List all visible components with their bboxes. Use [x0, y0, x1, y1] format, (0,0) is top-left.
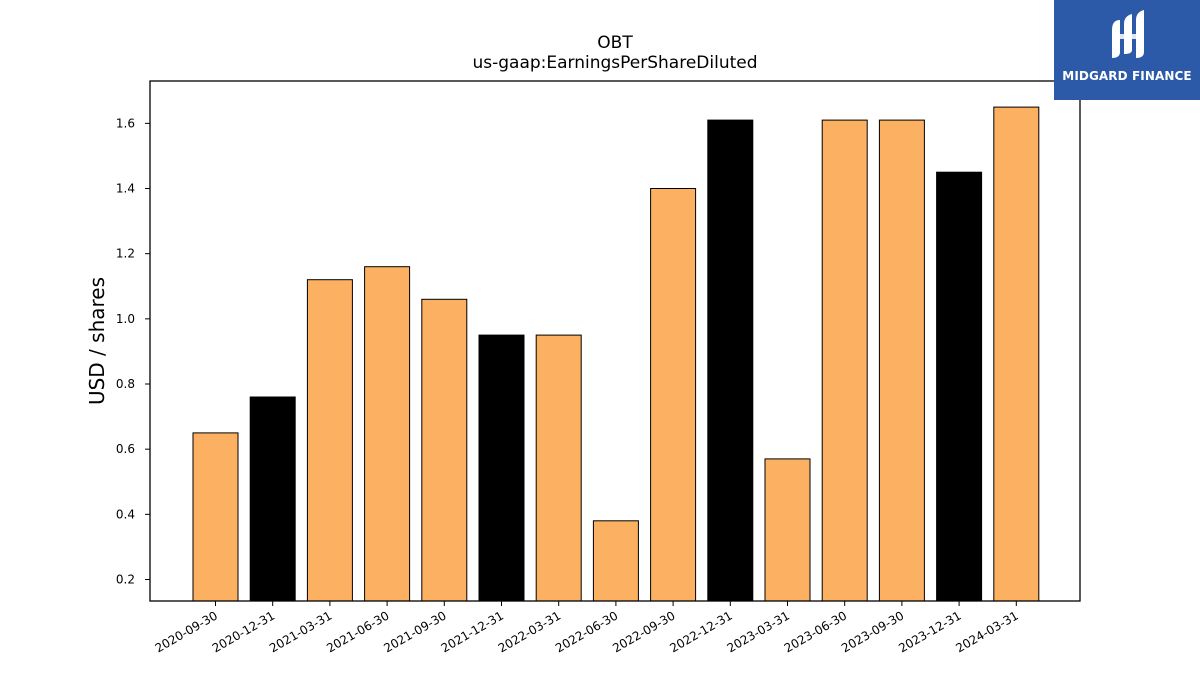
midgard-finance-logo: MIDGARD FINANCE — [1054, 0, 1200, 100]
y-tick-label: 1.4 — [116, 182, 135, 196]
bar-2022-12-31 — [707, 119, 754, 602]
bar-2020-12-31 — [249, 396, 296, 602]
bar-2021-06-30 — [364, 266, 411, 602]
x-tick-label: 2023-06-30 — [782, 608, 849, 655]
chart-title: OBT — [597, 33, 633, 53]
bar-2022-03-31 — [535, 334, 582, 602]
x-tick-label: 2022-03-31 — [496, 608, 563, 655]
midgard-logo-icon — [1112, 10, 1144, 58]
bar-2023-12-31 — [936, 171, 983, 602]
y-tick-label: 0.4 — [116, 507, 135, 521]
x-tick-label: 2022-09-30 — [610, 608, 677, 655]
x-tick-label: 2023-03-31 — [725, 608, 792, 655]
bar-2020-09-30 — [192, 432, 239, 602]
x-tick-label: 2021-06-30 — [324, 608, 391, 655]
y-tick-label: 1.0 — [116, 312, 135, 326]
x-tick-label: 2020-09-30 — [153, 608, 220, 655]
bar-2022-06-30 — [592, 520, 639, 602]
x-tick-label: 2022-06-30 — [553, 608, 620, 655]
bar-2021-09-30 — [421, 298, 468, 602]
y-ticks-group: 0.2 0.4 0.6 0.8 1.0 1.2 1.4 1.6 — [116, 116, 150, 586]
x-tick-label: 2022-12-31 — [667, 608, 734, 655]
y-tick-label: 0.8 — [116, 377, 135, 391]
bar-2021-03-31 — [306, 279, 353, 602]
bar-2022-09-30 — [650, 188, 697, 602]
x-tick-label: 2021-09-30 — [381, 608, 448, 655]
plot-frame — [149, 80, 1081, 602]
bar-2024-03-31 — [993, 106, 1040, 602]
y-tick-label: 1.2 — [116, 247, 135, 261]
bars-group — [192, 106, 1040, 602]
x-tick-label: 2021-03-31 — [267, 608, 334, 655]
x-tick-label: 2024-03-31 — [953, 608, 1020, 655]
y-tick-label: 0.6 — [116, 442, 135, 456]
bar-2021-12-31 — [478, 334, 525, 602]
y-tick-label: 1.6 — [116, 116, 135, 130]
y-tick-label: 0.2 — [116, 572, 135, 586]
logo-text: MIDGARD FINANCE — [1062, 69, 1192, 83]
x-ticks-group: 2020-09-302020-12-312021-03-312021-06-30… — [153, 601, 1021, 655]
chart-subtitle: us-gaap:EarningsPerShareDiluted — [472, 53, 757, 73]
x-tick-label: 2021-12-31 — [439, 608, 506, 655]
bar-2023-06-30 — [821, 119, 868, 602]
bar-2023-09-30 — [878, 119, 925, 602]
x-tick-label: 2020-12-31 — [210, 608, 277, 655]
y-axis-label: USD / shares — [85, 277, 109, 405]
x-tick-label: 2023-12-31 — [896, 608, 963, 655]
x-tick-label: 2023-09-30 — [839, 608, 906, 655]
bar-2023-03-31 — [764, 458, 811, 602]
